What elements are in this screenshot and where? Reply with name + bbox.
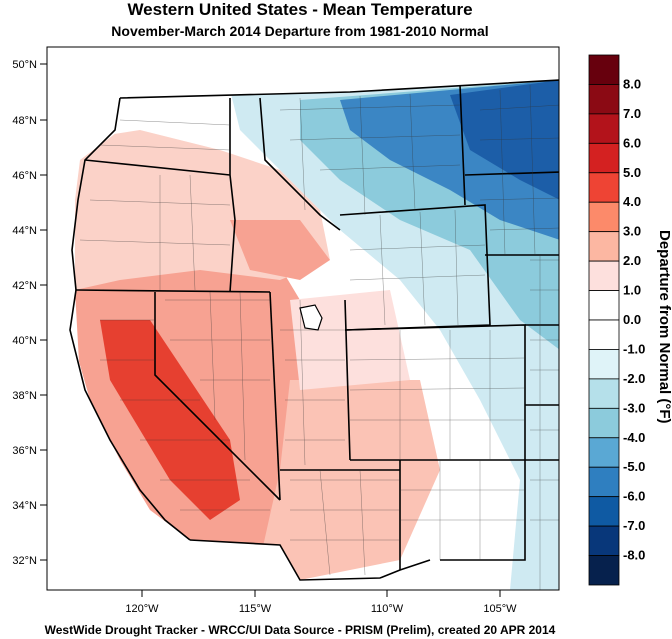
pacific-coastline <box>69 97 191 541</box>
colorbar-swatch <box>588 349 620 380</box>
colorbar-swatch <box>588 466 620 498</box>
canada <box>120 47 559 98</box>
colorbar-swatch <box>588 201 620 233</box>
colorbar-label: 6.0 <box>623 135 641 150</box>
colorbar-swatch <box>588 290 620 321</box>
colorbar-label: -8.0 <box>623 548 645 563</box>
wa-or-border <box>84 159 231 176</box>
colorbar-label: 3.0 <box>623 224 641 239</box>
colorbar-swatch <box>588 142 620 174</box>
lat-label: 42°N <box>12 280 37 292</box>
colorbar-label: 5.0 <box>623 165 641 180</box>
lat-label: 40°N <box>12 335 37 347</box>
map-area <box>47 47 559 590</box>
footer-credit: WestWide Drought Tracker - WRCC/UI Data … <box>44 623 556 637</box>
colorbar-title: Departure from Normal (°F) <box>656 230 672 424</box>
colorbar-label: 1.0 <box>623 283 641 298</box>
colorbar-label: 2.0 <box>623 253 641 268</box>
lat-label: 46°N <box>12 170 37 182</box>
pacific-ocean <box>47 47 190 590</box>
mexico <box>190 540 440 590</box>
id-mt-border <box>259 97 341 231</box>
colorbar-swatch <box>588 555 620 586</box>
lat-label: 50°N <box>12 59 37 71</box>
id-west-border <box>229 98 236 293</box>
state-borders <box>69 79 559 581</box>
warm-anomaly-utah <box>290 290 410 390</box>
mexico-border <box>189 539 431 581</box>
colorbar-label: 8.0 <box>623 76 641 91</box>
colorbar-swatch <box>588 54 620 85</box>
map-subtitle: November-March 2014 Departure from 1981-… <box>111 23 489 39</box>
colorbar-label: -1.0 <box>623 341 645 356</box>
colorbar-label: -3.0 <box>623 400 645 415</box>
great-salt-lake <box>299 304 323 331</box>
lon-label: 110°W <box>371 603 404 615</box>
colorbar-swatch <box>588 407 620 439</box>
lon-label: 120°W <box>125 603 159 615</box>
lat-label: 38°N <box>12 390 37 402</box>
colorbar-swatch <box>588 525 620 556</box>
colorbar-label: 4.0 <box>623 194 641 209</box>
lat-label: 44°N <box>12 225 37 237</box>
canada-border <box>119 79 559 99</box>
nd-sd-border <box>464 171 559 176</box>
map-frame <box>46 46 560 591</box>
colorbar: 8.0 7.0 6.0 5.0 4.0 3.0 2.0 1.0 0.0 -1.0 -2.0 -3.0 -… <box>588 54 645 586</box>
colorbar-label: 7.0 <box>623 106 641 121</box>
colorbar-swatch <box>588 84 620 115</box>
colorbar-label: -4.0 <box>623 430 645 445</box>
colorbar-swatch <box>588 319 620 350</box>
lat-label: 48°N <box>12 115 37 127</box>
lat-label: 34°N <box>12 500 37 512</box>
warm-anomaly-idaho <box>230 220 330 280</box>
lon-label: 105°W <box>483 603 517 615</box>
nv-ut-border <box>269 291 281 501</box>
colorbar-swatch <box>588 496 620 527</box>
lat-label: 36°N <box>12 445 37 457</box>
mt-nd-border <box>459 84 466 206</box>
colorbar-label: 0.0 <box>623 312 641 327</box>
colorbar-swatch <box>588 260 620 291</box>
lat-label: 32°N <box>12 555 37 567</box>
colorbar-label: -5.0 <box>623 459 645 474</box>
ca-nv-border <box>154 292 281 501</box>
colorbar-swatch <box>588 113 620 144</box>
lon-label: 115°W <box>239 603 272 615</box>
colorbar-swatch <box>588 231 620 262</box>
colorbar-swatch <box>588 172 620 203</box>
latitude-axis: 50°N 48°N 46°N 44°N 42°N 40°N 38°N 36°N … <box>12 59 47 567</box>
colorbar-swatch <box>588 378 620 409</box>
cold-anomaly-core <box>450 80 559 200</box>
colorbar-swatch <box>588 437 620 468</box>
or-ca-nv-border <box>75 289 271 293</box>
ut-co-border <box>344 299 351 461</box>
tx-nm-border <box>440 460 526 561</box>
strong-warm-anomaly-region <box>100 320 240 520</box>
colorbar-label: -7.0 <box>623 518 645 533</box>
longitude-axis: 120°W 115°W 110°W 105°W <box>125 590 517 615</box>
map-title: Western United States - Mean Temperature <box>127 0 473 19</box>
county-lines <box>79 84 559 590</box>
colorbar-label: -2.0 <box>623 371 645 386</box>
colorbar-label: -6.0 <box>623 489 645 504</box>
